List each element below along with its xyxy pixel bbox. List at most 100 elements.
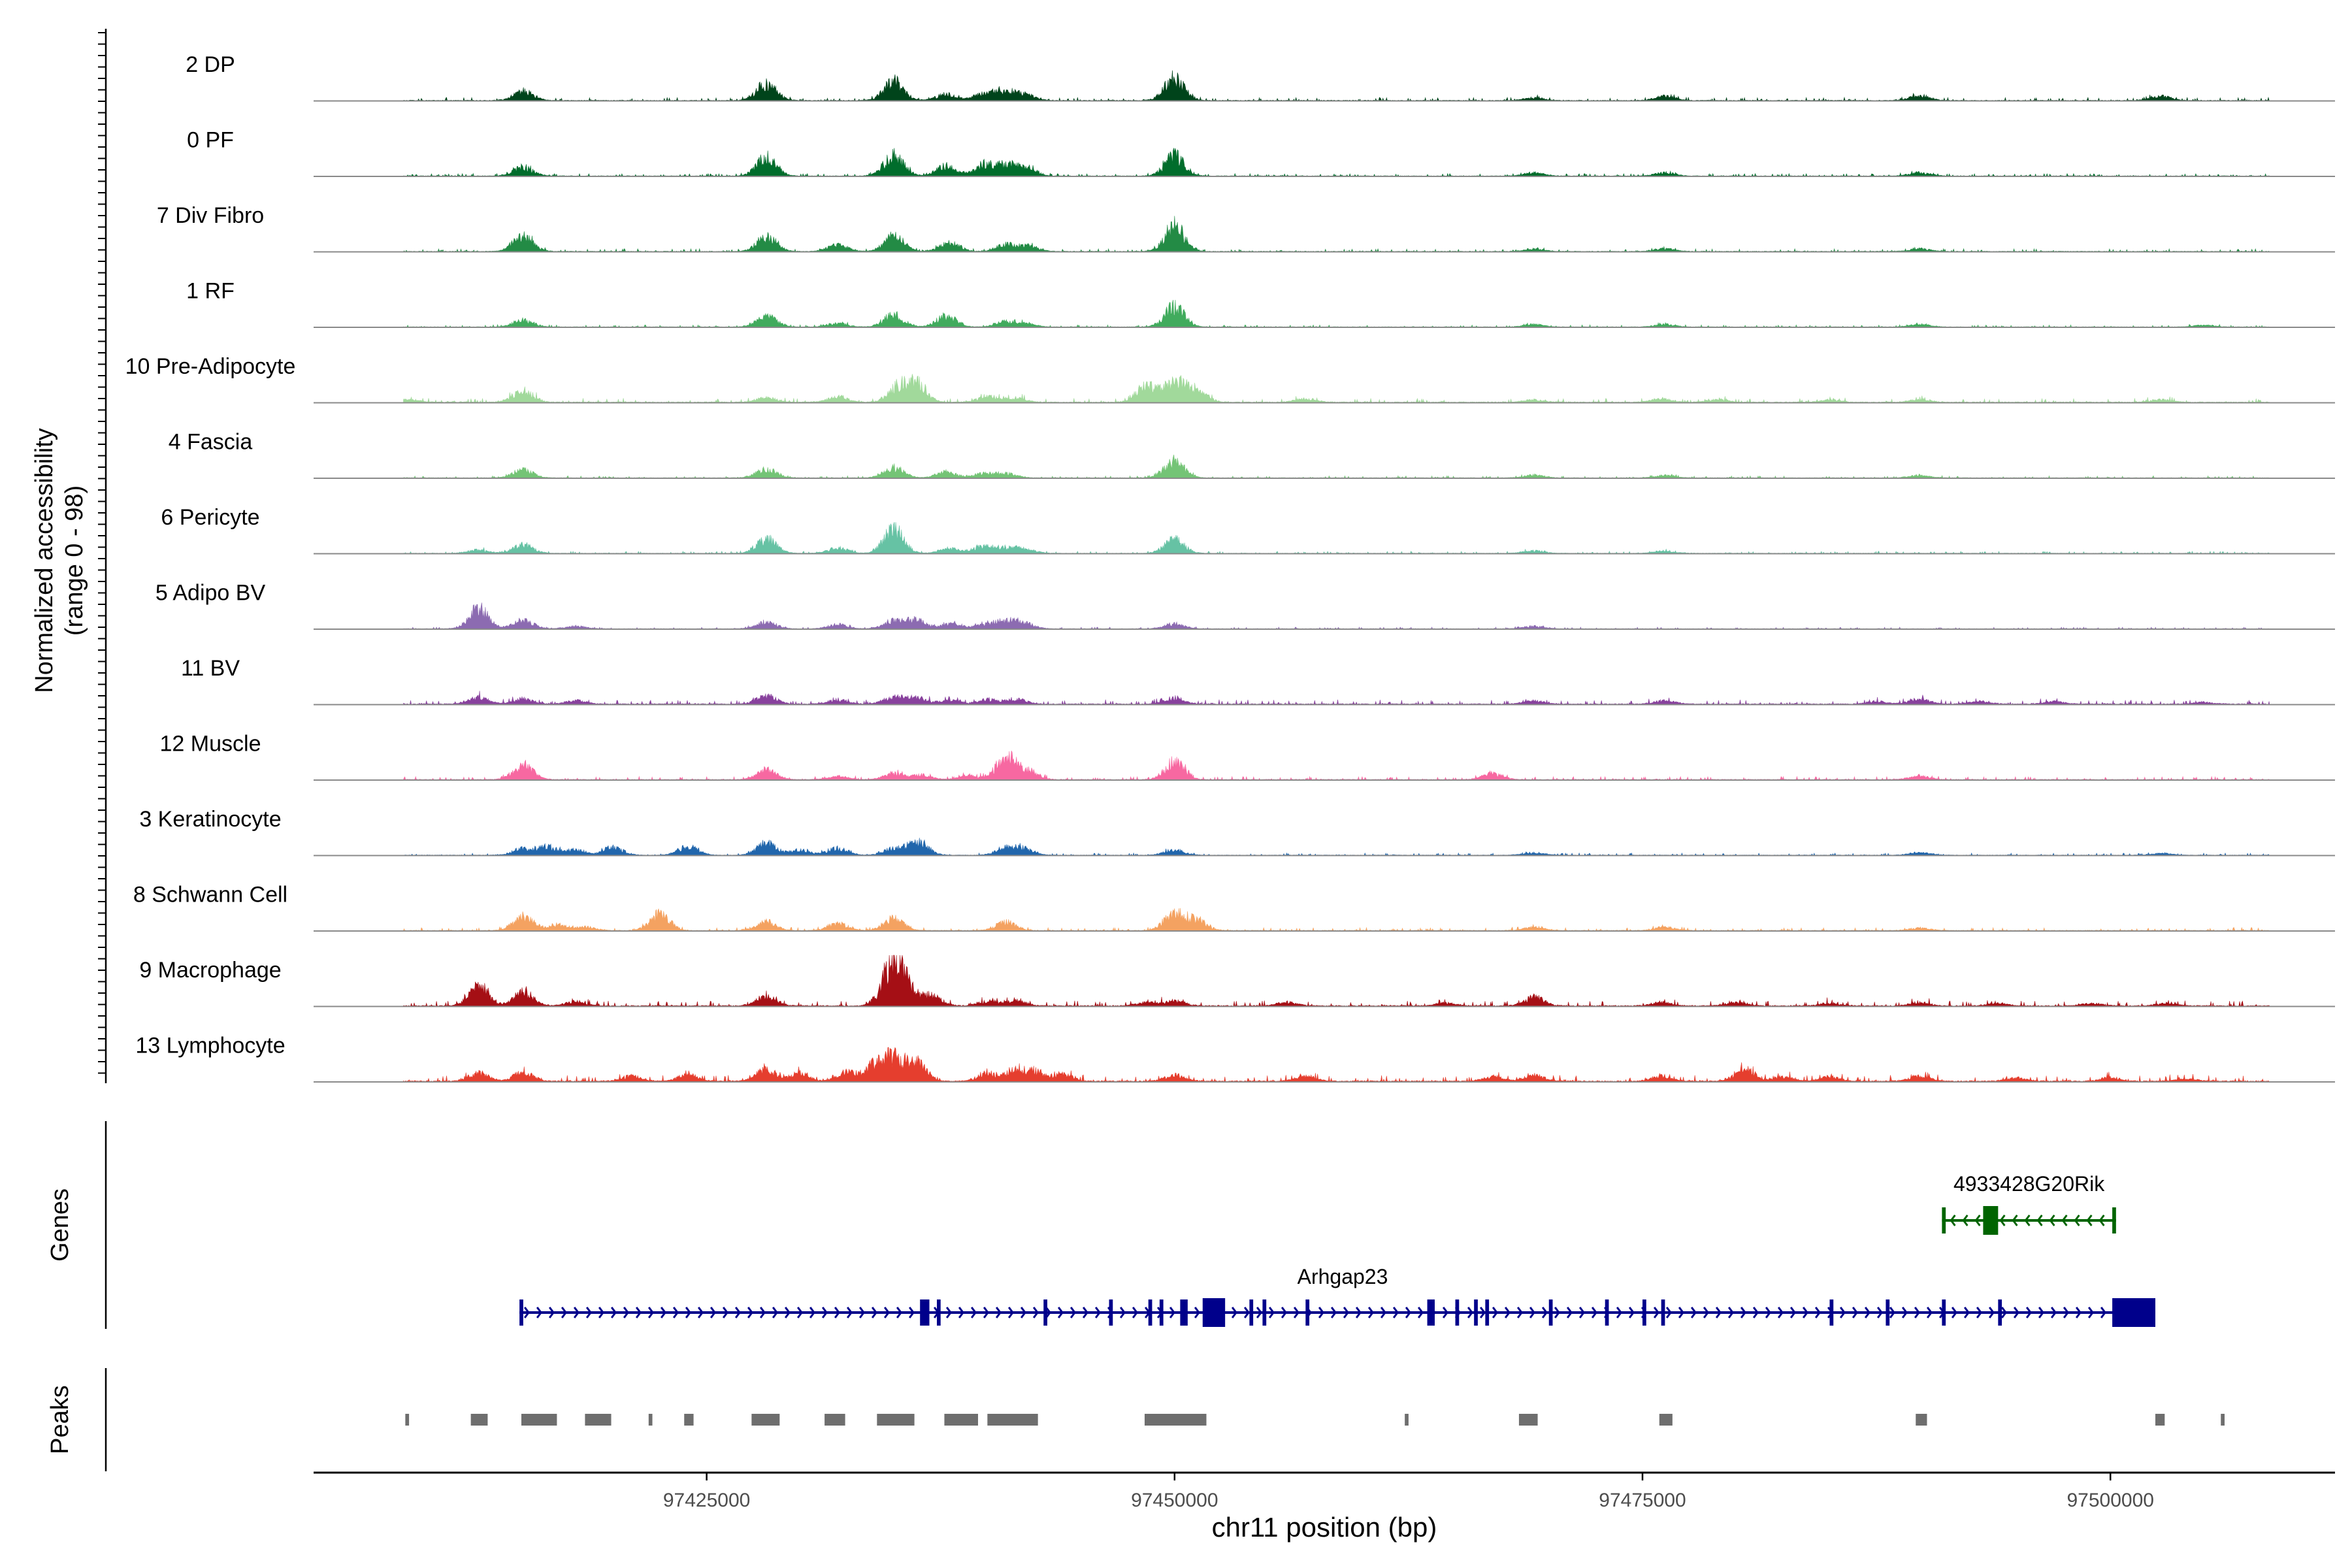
gene-exon xyxy=(1605,1299,1609,1326)
strand-arrow xyxy=(2012,1215,2018,1226)
strand-arrow xyxy=(1293,1307,1300,1318)
peak-region xyxy=(470,1414,488,1426)
strand-arrow xyxy=(1554,1307,1561,1318)
strand-arrow xyxy=(1032,1307,1039,1318)
peak-region xyxy=(2221,1414,2225,1426)
strand-arrow xyxy=(2075,1307,2082,1318)
gene-exon xyxy=(2112,1207,2116,1233)
track-label: 8 Schwann Cell xyxy=(133,883,287,907)
strand-arrow xyxy=(2038,1307,2045,1318)
peak-region xyxy=(1916,1414,1927,1426)
gene-exon xyxy=(1427,1299,1435,1326)
strand-arrow xyxy=(1367,1307,1375,1318)
peak-region xyxy=(405,1414,410,1426)
strand-arrow xyxy=(598,1307,605,1318)
strand-arrow xyxy=(1653,1307,1660,1318)
track-0: 2 DP xyxy=(186,52,2335,102)
accessibility-signal xyxy=(403,750,2270,781)
gene-exon xyxy=(1942,1299,1946,1326)
strand-arrow xyxy=(1007,1307,1015,1318)
strand-arrow xyxy=(1045,1307,1052,1318)
strand-arrow xyxy=(1727,1307,1735,1318)
gene-exon xyxy=(1249,1299,1254,1326)
track-label: 12 Muscle xyxy=(160,732,261,757)
x-axis: chr11 position (bp) 97425000 97450000 9747… xyxy=(314,1471,2335,1543)
strand-arrow xyxy=(1802,1307,1809,1318)
strand-arrow xyxy=(2086,1215,2093,1226)
strand-arrow xyxy=(1789,1307,1797,1318)
strand-arrow xyxy=(1479,1307,1486,1318)
gene-exon xyxy=(1548,1299,1553,1326)
strand-arrow xyxy=(1318,1307,1325,1318)
track-label: 5 Adipo BV xyxy=(155,581,266,606)
strand-arrow xyxy=(1492,1307,1499,1318)
track-1: 0 PF xyxy=(187,128,2335,177)
strand-arrow xyxy=(945,1307,953,1318)
strand-arrow xyxy=(1914,1307,1921,1318)
strand-arrow xyxy=(1330,1307,1337,1318)
strand-arrow xyxy=(1057,1307,1064,1318)
strand-arrow xyxy=(1243,1307,1250,1318)
strand-arrow xyxy=(970,1307,977,1318)
gene-exon xyxy=(1305,1299,1310,1326)
gene-annotation-panel: 4933428G20Rik Arhgap23 xyxy=(519,1172,2155,1327)
accessibility-signal xyxy=(403,1047,2270,1083)
peak-region xyxy=(751,1414,780,1426)
x-tick-label: 97425000 xyxy=(663,1490,750,1511)
peak-region xyxy=(987,1414,1038,1426)
track-4: 10 Pre-Adipocyte xyxy=(125,354,2335,404)
track-label: 11 BV xyxy=(181,656,240,681)
strand-arrow xyxy=(1988,1307,1995,1318)
strand-arrow xyxy=(722,1307,729,1318)
gene-exon xyxy=(936,1299,941,1326)
strand-arrow xyxy=(1392,1307,1399,1318)
track-3: 1 RF xyxy=(186,279,2335,328)
strand-arrow xyxy=(1405,1307,1412,1318)
x-tick-label: 97475000 xyxy=(1599,1490,1686,1511)
strand-arrow xyxy=(747,1307,754,1318)
peak-region xyxy=(825,1414,845,1426)
strand-arrow xyxy=(697,1307,704,1318)
peak-region xyxy=(585,1414,612,1426)
track-label: 7 Div Fibro xyxy=(157,203,264,228)
gene-exon xyxy=(1661,1299,1665,1326)
strand-arrow xyxy=(1864,1307,1871,1318)
track-6: 6 Pericyte xyxy=(161,505,2335,555)
peak-annotation-panel xyxy=(405,1414,2225,1426)
peak-region xyxy=(2155,1414,2165,1426)
strand-arrow xyxy=(1380,1307,1387,1318)
strand-arrow xyxy=(536,1307,543,1318)
strand-arrow xyxy=(983,1307,990,1318)
strand-arrow xyxy=(2063,1307,2070,1318)
track-label: 2 DP xyxy=(186,52,235,77)
gene-exon xyxy=(1474,1299,1478,1326)
strand-arrow xyxy=(809,1307,816,1318)
track-11: 8 Schwann Cell xyxy=(133,883,2335,932)
strand-arrow xyxy=(1740,1307,1747,1318)
strand-arrow xyxy=(1516,1307,1524,1318)
gene-exon xyxy=(1998,1299,2002,1326)
strand-arrow xyxy=(1281,1307,1288,1318)
y-axis-range-label: (range 0 - 98) xyxy=(61,485,88,636)
strand-arrow xyxy=(1578,1307,1586,1318)
strand-arrow xyxy=(2074,1215,2080,1226)
gene-1: Arhgap23 xyxy=(519,1265,2155,1327)
strand-arrow xyxy=(1616,1307,1623,1318)
strand-arrow xyxy=(784,1307,791,1318)
strand-arrow xyxy=(647,1307,655,1318)
strand-arrow xyxy=(1950,1215,1956,1226)
track-10: 3 Keratinocyte xyxy=(139,807,2335,857)
accessibility-signal xyxy=(403,955,2270,1007)
track-label: 9 Macrophage xyxy=(139,958,281,983)
accessibility-signal xyxy=(403,216,2270,252)
peak-region xyxy=(521,1414,557,1426)
strand-arrow xyxy=(1529,1307,1536,1318)
strand-arrow xyxy=(561,1307,568,1318)
gene-exon xyxy=(1159,1299,1164,1326)
gene-label: 4933428G20Rik xyxy=(1953,1172,2105,1196)
strand-arrow xyxy=(523,1307,531,1318)
strand-arrow xyxy=(2001,1307,2008,1318)
strand-arrow xyxy=(1926,1307,1933,1318)
gene-exon xyxy=(1455,1299,1460,1326)
